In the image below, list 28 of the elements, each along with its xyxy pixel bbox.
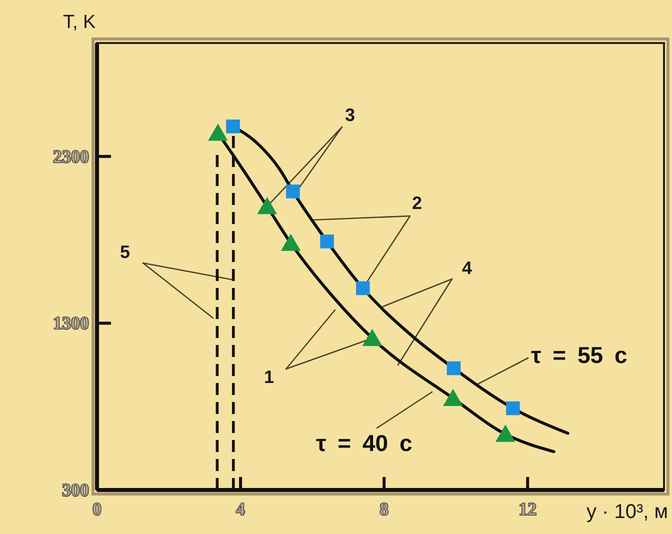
point <box>257 197 278 214</box>
y-tick-label: 1300 <box>53 313 89 334</box>
annotation: 5 <box>120 242 130 262</box>
point <box>286 184 300 198</box>
annotation: 3 <box>344 105 356 125</box>
annotation: 2 <box>412 193 422 213</box>
series-label: τ = 55 с <box>531 342 628 368</box>
y-tick-label: 2300 <box>53 146 89 166</box>
annotation: 4 <box>462 258 472 278</box>
x-tick-label: 8 <box>380 499 389 519</box>
x-tick-label: 12 <box>518 499 537 519</box>
point <box>443 388 463 406</box>
text: τ = 40 с <box>316 430 412 456</box>
x-axis-title: y · 10³, м <box>586 501 668 523</box>
y-axis-title: T, K <box>63 12 96 32</box>
point <box>495 424 516 442</box>
point <box>506 401 520 416</box>
x-tick-label: 0 <box>92 499 102 519</box>
y-tick-label: 300 <box>62 480 89 500</box>
point <box>226 120 240 134</box>
point <box>208 124 228 141</box>
point <box>320 234 334 248</box>
point <box>356 281 370 296</box>
annotation: 1 <box>264 367 274 387</box>
point <box>446 361 461 376</box>
x-tick-label: 4 <box>236 499 246 519</box>
point <box>280 234 301 251</box>
point <box>362 328 382 346</box>
